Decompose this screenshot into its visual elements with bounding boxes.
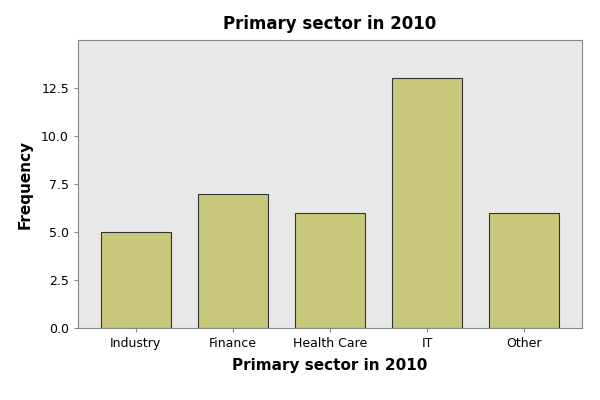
Title: Primary sector in 2010: Primary sector in 2010 [223, 15, 437, 33]
Y-axis label: Frequency: Frequency [18, 140, 33, 228]
X-axis label: Primary sector in 2010: Primary sector in 2010 [232, 358, 428, 373]
Bar [295, 213, 365, 328]
Bar [392, 78, 462, 328]
Bar [489, 213, 559, 328]
Bar [198, 194, 268, 328]
Bar [101, 232, 171, 328]
